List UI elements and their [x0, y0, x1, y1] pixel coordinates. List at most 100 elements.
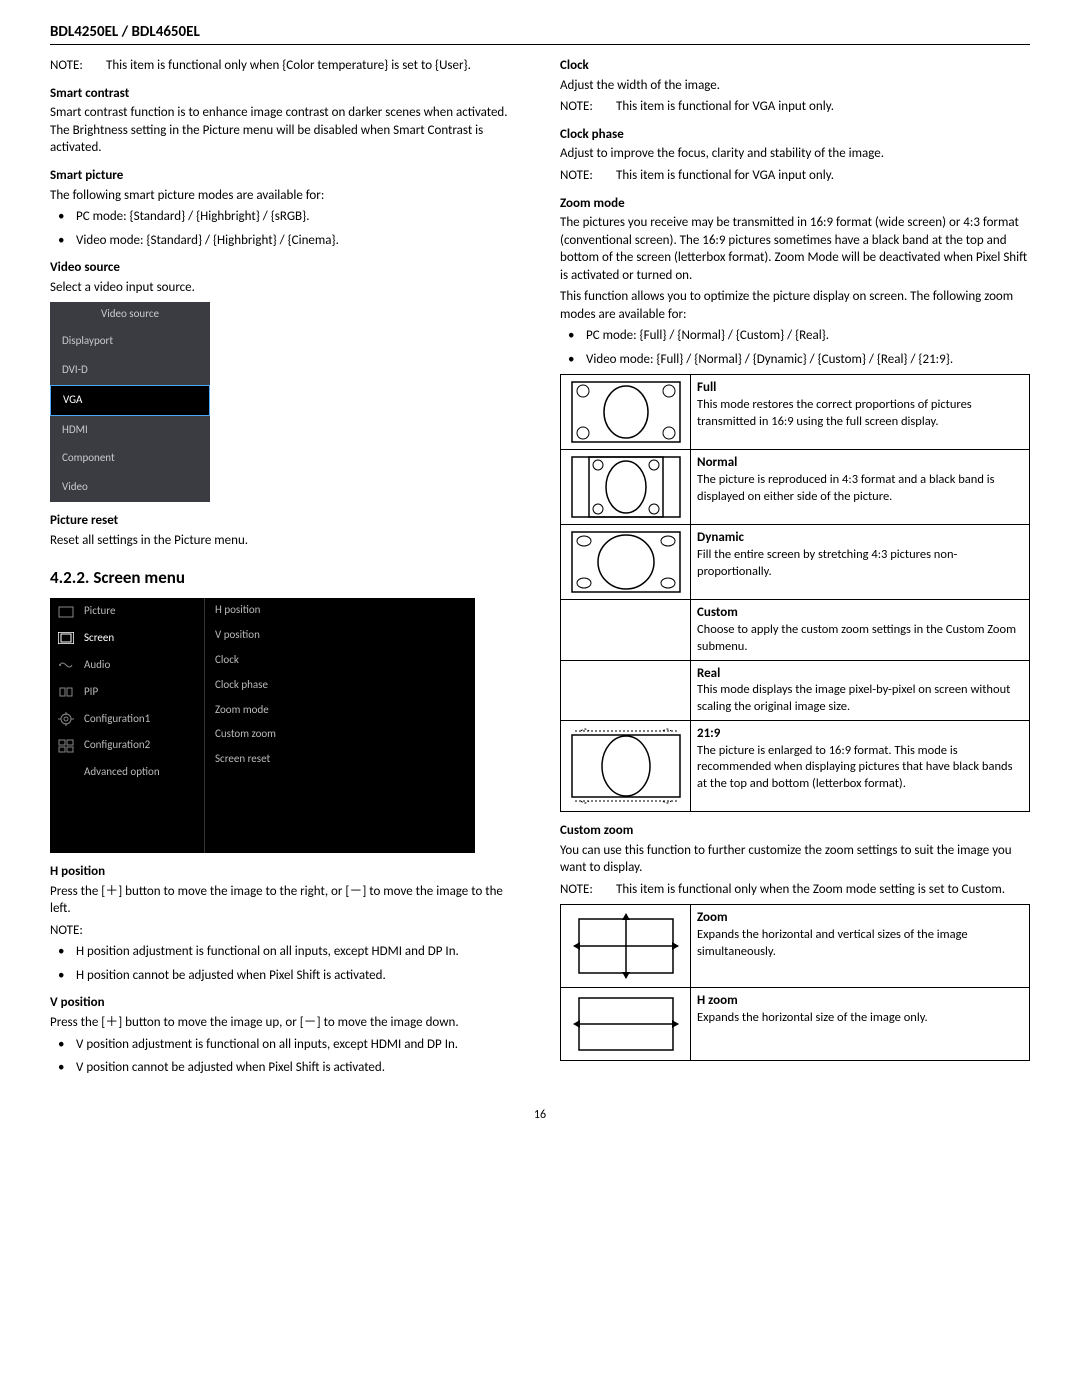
osd-menu-item[interactable]: Configuration2	[50, 732, 204, 759]
h-position-text: Press the [＋] button to move the image t…	[50, 883, 520, 918]
menu-icon	[58, 712, 74, 726]
osd-menu-item[interactable]: Screen	[50, 625, 204, 652]
zoom-mode-bullet: Video mode: {Full} / {Normal} / {Dynamic…	[560, 351, 1030, 369]
video-source-item[interactable]: VGA	[50, 385, 210, 416]
menu-icon	[58, 685, 74, 699]
video-source-item[interactable]: Component	[50, 444, 210, 473]
picture-reset-text: Reset all settings in the Picture menu.	[50, 532, 520, 550]
custom-zoom-note: This item is functional only when the Zo…	[616, 881, 1005, 899]
custom-zoom-table: ZoomExpands the horizontal and vertical …	[560, 904, 1030, 1061]
cz-hzoom-title: H zoom	[697, 992, 1023, 1010]
cz-hzoom-icon	[561, 988, 691, 1061]
cz-zoom-desc: Expands the horizontal and vertical size…	[697, 927, 1023, 961]
osd-submenu-item[interactable]: Screen reset	[205, 747, 475, 772]
cz-zoom-title: Zoom	[697, 909, 1023, 927]
osd-menu-item[interactable]: Advanced option	[50, 759, 204, 786]
v-position-bullet: V position cannot be adjusted when Pixel…	[50, 1059, 520, 1077]
clock-heading: Clock	[560, 57, 1030, 75]
zoom-dynamic-title: Dynamic	[697, 529, 1023, 547]
zoom-real-desc: This mode displays the image pixel-by-pi…	[697, 682, 1023, 716]
osd-menu-label: Advanced option	[84, 765, 160, 780]
note-label: NOTE:	[560, 881, 616, 899]
zoom-mode-heading: Zoom mode	[560, 195, 1030, 213]
smart-picture-bullet: PC mode: {Standard} / {Highbright} / {sR…	[50, 208, 520, 226]
zoom-normal-desc: The picture is reproduced in 4:3 format …	[697, 472, 1023, 506]
osd-menu-item[interactable]: Configuration1	[50, 706, 204, 733]
zoom-full-desc: This mode restores the correct proportio…	[697, 397, 1023, 431]
osd-submenu-item[interactable]: Clock phase	[205, 673, 475, 698]
zoom-real-title: Real	[697, 665, 1023, 683]
cz-zoom-icon	[561, 905, 691, 988]
menu-icon	[58, 605, 74, 619]
picture-reset-heading: Picture reset	[50, 512, 520, 530]
osd-menu-label: Screen	[84, 631, 114, 646]
video-source-heading: Video source	[50, 259, 520, 277]
zoom-mode-bullet: PC mode: {Full} / {Normal} / {Custom} / …	[560, 327, 1030, 345]
right-column: Clock Adjust the width of the image. NOT…	[560, 57, 1030, 1082]
custom-zoom-text: You can use this function to further cus…	[560, 842, 1030, 877]
zoom-mode-text: The pictures you receive may be transmit…	[560, 214, 1030, 284]
h-position-bullet: H position cannot be adjusted when Pixel…	[50, 967, 520, 985]
osd-submenu-item[interactable]: V position	[205, 623, 475, 648]
page-number: 16	[50, 1107, 1030, 1123]
osd-menu-item[interactable]: Picture	[50, 598, 204, 625]
zoom-custom-icon	[561, 600, 691, 660]
osd-submenu-item[interactable]: H position	[205, 598, 475, 623]
note-label: NOTE:	[50, 57, 106, 75]
zoom-custom-title: Custom	[697, 604, 1023, 622]
zoom-dynamic-icon	[561, 525, 691, 600]
zoom-real-icon	[561, 660, 691, 720]
zoom-dynamic-desc: Fill the entire screen by stretching 4:3…	[697, 547, 1023, 581]
clock-phase-heading: Clock phase	[560, 126, 1030, 144]
zoom-full-icon	[561, 375, 691, 450]
h-position-heading: H position	[50, 863, 520, 881]
clock-text: Adjust the width of the image.	[560, 77, 1030, 95]
page-header: BDL4250EL / BDL4650EL	[50, 22, 1030, 45]
smart-picture-text: The following smart picture modes are av…	[50, 187, 520, 205]
zoom-mode-text: This function allows you to optimize the…	[560, 288, 1030, 323]
note-label: NOTE:	[50, 922, 520, 940]
zoom-219-icon	[561, 721, 691, 812]
osd-menu-label: Configuration2	[84, 738, 150, 753]
video-source-item[interactable]: Displayport	[50, 327, 210, 356]
screen-menu-osd: Picture Screen Audio PIP Configuration1 Confi…	[50, 598, 475, 853]
osd-submenu-item[interactable]: Clock	[205, 648, 475, 673]
v-position-heading: V position	[50, 994, 520, 1012]
clock-note: This item is functional for VGA input on…	[616, 98, 834, 116]
clock-phase-text: Adjust to improve the focus, clarity and…	[560, 145, 1030, 163]
osd-menu-item[interactable]: PIP	[50, 679, 204, 706]
video-source-item[interactable]: HDMI	[50, 416, 210, 445]
zoom-custom-desc: Choose to apply the custom zoom settings…	[697, 622, 1023, 656]
video-source-item[interactable]: Video	[50, 473, 210, 502]
osd-menu-item[interactable]: Audio	[50, 652, 204, 679]
video-source-item[interactable]: DVI-D	[50, 356, 210, 385]
osd-menu-label: Configuration1	[84, 712, 150, 727]
video-source-text: Select a video input source.	[50, 279, 520, 297]
v-position-text: Press the [＋] button to move the image u…	[50, 1014, 520, 1032]
smart-picture-bullet: Video mode: {Standard} / {Highbright} / …	[50, 232, 520, 250]
cz-hzoom-desc: Expands the horizontal size of the image…	[697, 1010, 1023, 1027]
smart-contrast-heading: Smart contrast	[50, 85, 520, 103]
left-column: NOTE: This item is functional only when …	[50, 57, 520, 1082]
h-position-bullet: H position adjustment is functional on a…	[50, 943, 520, 961]
smart-picture-heading: Smart picture	[50, 167, 520, 185]
zoom-219-title: 21:9	[697, 725, 1023, 743]
video-source-menu: Video source DisplayportDVI-DVGAHDMIComp…	[50, 302, 210, 502]
zoom-full-title: Full	[697, 379, 1023, 397]
zoom-219-desc: The picture is enlarged to 16:9 format. …	[697, 743, 1023, 794]
clock-phase-note: This item is functional for VGA input on…	[616, 167, 834, 185]
note-label: NOTE:	[560, 167, 616, 185]
osd-submenu-item[interactable]: Zoom mode	[205, 698, 475, 723]
osd-menu-label: Picture	[84, 604, 116, 619]
zoom-normal-icon	[561, 450, 691, 525]
osd-submenu-item[interactable]: Custom zoom	[205, 722, 475, 747]
osd-menu-label: PIP	[84, 685, 98, 700]
video-source-menu-title: Video source	[50, 302, 210, 327]
menu-icon	[58, 766, 74, 780]
menu-icon	[58, 658, 74, 672]
custom-zoom-heading: Custom zoom	[560, 822, 1030, 840]
zoom-normal-title: Normal	[697, 454, 1023, 472]
screen-menu-heading: 4.2.2. Screen menu	[50, 567, 520, 590]
menu-icon	[58, 631, 74, 645]
v-position-bullet: V position adjustment is functional on a…	[50, 1036, 520, 1054]
